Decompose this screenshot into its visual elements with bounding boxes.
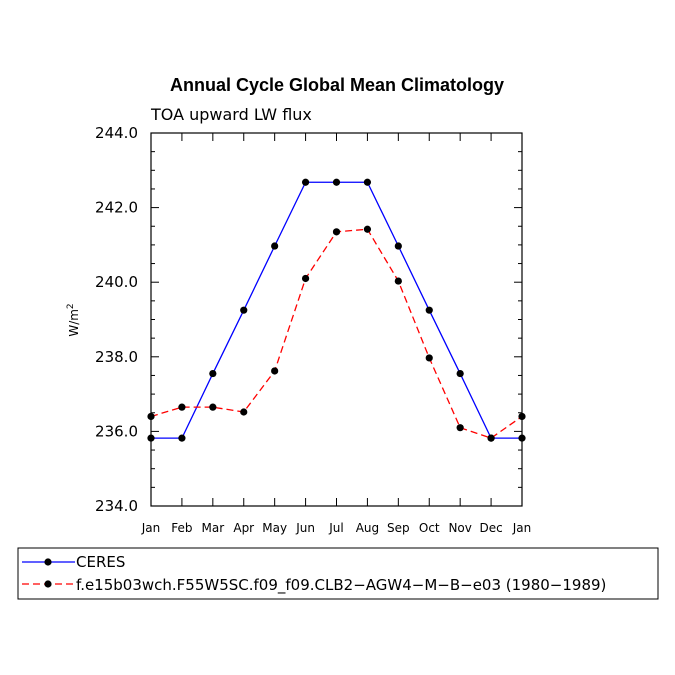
legend: CERES f.e15b03wch.F55W5SC.f09_f09.CLB2−A… [17,547,659,600]
legend-marker-ceres [44,558,52,566]
series-0-point [178,434,186,442]
series-1-point [456,424,464,432]
series-0-point [456,369,464,378]
axis-ticks [150,132,523,507]
x-tick-label: Sep [387,521,410,535]
y-tick-label: 234.0 [95,497,138,515]
y-axis-label-text: W/m [67,309,81,337]
series-1-point [209,403,217,411]
y-axis-label: W/m2 [66,303,81,336]
series-1-point [363,225,372,233]
series-1-point [487,434,495,442]
y-tick-label: 244.0 [95,124,138,142]
series-0-point [425,306,433,314]
series-1-point [332,228,341,236]
x-tick-label: May [262,521,287,535]
y-tick-label: 240.0 [95,273,138,291]
series-0-point [209,369,217,378]
chart-subtitle: TOA upward LW flux [150,105,312,124]
plot-frame [150,132,523,507]
x-tick-label: Jan [141,521,161,535]
y-tick-label: 238.0 [95,348,138,366]
x-tick-label: Oct [419,521,440,535]
series-1-point [394,277,402,285]
series-0-point [394,242,402,250]
legend-label-ceres: CERES [76,553,125,571]
y-tick-labels: 234.0 236.0 238.0 240.0 242.0 244.0 [95,124,138,515]
x-tick-labels: Jan Feb Mar Apr May Jun Jul Aug Sep Oct Nov Dec Jan [141,521,532,535]
x-tick-label: Jul [328,521,343,535]
series-0-point [363,178,372,186]
series-0-point [301,178,310,186]
series-0-point [240,306,248,314]
x-tick-label: Aug [356,521,379,535]
series-layer [147,178,526,442]
legend-item-ceres: CERES [22,553,125,571]
series-0-point [271,242,279,250]
x-tick-label: Nov [448,521,471,535]
legend-marker-model [44,580,52,588]
x-tick-label: Mar [202,521,225,535]
x-tick-label: Feb [171,521,192,535]
y-axis-label-superscript: 2 [66,303,76,309]
series-1-point [425,354,433,362]
x-tick-label: Dec [479,521,502,535]
series-0-point [332,178,341,186]
legend-item-model: f.e15b03wch.F55W5SC.f09_f09.CLB2−AGW4−M−… [22,576,606,595]
series-1-point [178,403,186,411]
series-line-0 [151,181,522,439]
y-tick-label: 236.0 [95,422,138,440]
legend-label-model: f.e15b03wch.F55W5SC.f09_f09.CLB2−AGW4−M−… [76,576,606,595]
chart-title: Annual Cycle Global Mean Climatology [170,75,504,95]
y-tick-label: 242.0 [95,199,138,217]
series-1-point [240,408,248,416]
x-tick-label: Apr [233,521,254,535]
x-tick-label: Jan [512,521,532,535]
series-1-point [271,367,279,375]
series-1-point [301,274,310,283]
x-tick-label: Jun [295,521,315,535]
series-line-1 [150,228,523,439]
legend-box [17,547,659,600]
